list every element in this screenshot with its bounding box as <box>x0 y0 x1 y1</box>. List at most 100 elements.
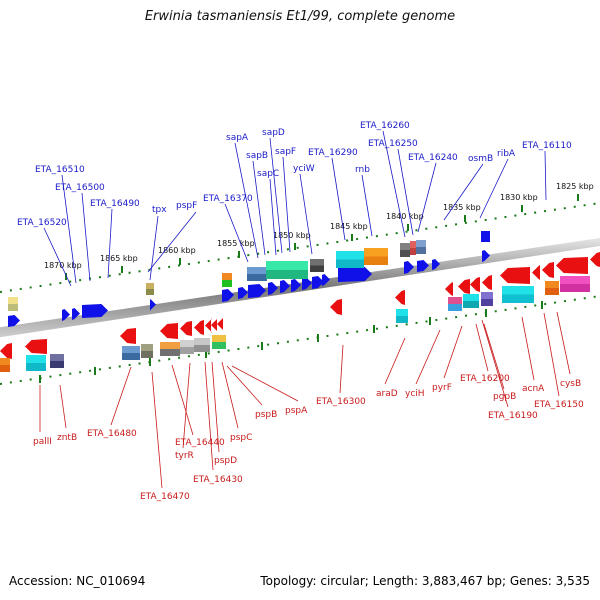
feature-block <box>396 316 408 323</box>
feature-block <box>141 351 153 358</box>
gene-label-eta-16490: ETA_16490 <box>90 199 140 209</box>
reverse-gene-arrow <box>532 265 540 280</box>
label-leader-line <box>204 361 214 471</box>
label-leader-line <box>543 312 560 397</box>
gene-label-sapf: sapF <box>275 147 296 157</box>
gene-label-eta-16150: ETA_16150 <box>534 400 584 410</box>
scale-tick-label: 1835 kbp <box>443 203 481 212</box>
label-leader-line <box>226 365 263 406</box>
gene-label-sapc: sapC <box>257 169 279 179</box>
feature-block <box>481 299 493 306</box>
gene-label-pspb: pspB <box>255 410 277 420</box>
label-leader-line <box>61 174 77 284</box>
feature-block <box>463 294 479 301</box>
label-leader-line <box>149 215 159 281</box>
forward-gene-arrow <box>302 277 312 290</box>
feature-block <box>212 342 226 349</box>
scale-tick-label: 1850 kbp <box>273 231 311 240</box>
gene-label-eta-16510: ETA_16510 <box>35 165 85 175</box>
feature-block <box>50 354 64 361</box>
label-leader-line <box>475 323 489 372</box>
feature-block <box>247 267 267 274</box>
label-leader-line <box>331 157 346 241</box>
feature-block <box>336 259 364 268</box>
gene-label-arad: araD <box>376 389 398 399</box>
label-leader-line <box>110 366 132 426</box>
map-title: Erwinia tasmaniensis Et1/99, complete ge… <box>144 9 456 24</box>
feature-block <box>0 358 10 365</box>
feature-block <box>364 256 388 265</box>
label-leader-line <box>339 344 344 394</box>
feature-block <box>26 355 46 363</box>
label-leader-line <box>443 325 463 379</box>
feature-block <box>160 342 180 349</box>
feature-block <box>400 250 410 257</box>
gene-label-eta-16470: ETA_16470 <box>140 492 190 502</box>
feature-block <box>194 338 210 345</box>
label-leader-line <box>107 208 113 279</box>
gene-label-pspa: pspA <box>285 406 308 416</box>
feature-block <box>122 346 140 353</box>
feature-block <box>502 294 534 303</box>
gene-label-sapb: sapB <box>246 151 268 161</box>
label-leader-line <box>556 311 571 375</box>
gene-label-eta-16250: ETA_16250 <box>368 139 418 149</box>
accession-label: Accession: NC_010694 <box>9 574 146 588</box>
reverse-gene-arrow <box>217 317 224 331</box>
forward-gene-arrow <box>150 299 156 311</box>
label-leader-line <box>151 371 163 489</box>
feature-block <box>50 361 64 368</box>
feature-block <box>266 261 308 270</box>
forward-gene-arrow <box>322 274 330 286</box>
feature-block <box>410 241 416 248</box>
gene-label-sapd: sapD <box>262 128 285 138</box>
gene-label-eta-16430: ETA_16430 <box>193 475 243 485</box>
gene-label-pspc: pspC <box>230 433 252 443</box>
feature-block <box>560 284 590 292</box>
feature-block <box>141 344 153 351</box>
forward-gene-arrow <box>82 304 108 318</box>
forward-gene-arrow <box>417 260 429 272</box>
label-leader-line <box>479 158 509 219</box>
label-leader-line <box>382 130 406 238</box>
gene-label-eta-16110: ETA_16110 <box>522 141 572 151</box>
feature-block <box>481 292 493 299</box>
scale-tick-label: 1860 kbp <box>158 246 196 255</box>
feature-block <box>560 276 590 284</box>
forward-gene-block <box>481 231 490 242</box>
label-leader-line <box>171 364 194 436</box>
reverse-gene-arrow <box>330 299 342 315</box>
feature-block <box>364 248 388 257</box>
scale-tick-label: 1845 kbp <box>330 222 368 231</box>
reverse-gene-arrow <box>556 257 588 274</box>
gene-label-eta-16240: ETA_16240 <box>408 153 458 163</box>
label-leader-line <box>252 160 266 256</box>
feature-block <box>266 270 308 279</box>
label-leader-line <box>397 148 414 236</box>
bottom-dotted-track <box>0 295 600 385</box>
label-leader-line <box>221 361 239 429</box>
feature-block <box>222 273 232 280</box>
label-leader-line <box>417 162 437 233</box>
reverse-gene-arrow <box>194 320 204 335</box>
gene-label-eta-16500: ETA_16500 <box>55 183 105 193</box>
reverse-gene-arrow <box>120 328 136 344</box>
gene-label-eta-16480: ETA_16480 <box>87 429 137 439</box>
feature-block <box>416 247 426 254</box>
reverse-gene-arrow <box>211 318 218 332</box>
feature-block <box>180 340 194 347</box>
forward-gene-arrow <box>72 308 80 320</box>
label-leader-line <box>483 323 505 390</box>
forward-gene-arrow <box>404 261 414 274</box>
feature-block <box>8 304 18 311</box>
label-leader-line <box>443 163 484 221</box>
gene-label-sapa: sapA <box>226 133 249 143</box>
gene-label-riba: ribA <box>497 149 516 159</box>
forward-gene-arrow <box>238 287 248 299</box>
gene-label-palli: pallI <box>33 437 52 447</box>
scale-tick-label: 1865 kbp <box>100 254 138 263</box>
label-leader-line <box>59 384 67 429</box>
feature-block <box>502 286 534 295</box>
gene-label-osmb: osmB <box>468 154 493 164</box>
feature-block <box>194 345 210 352</box>
